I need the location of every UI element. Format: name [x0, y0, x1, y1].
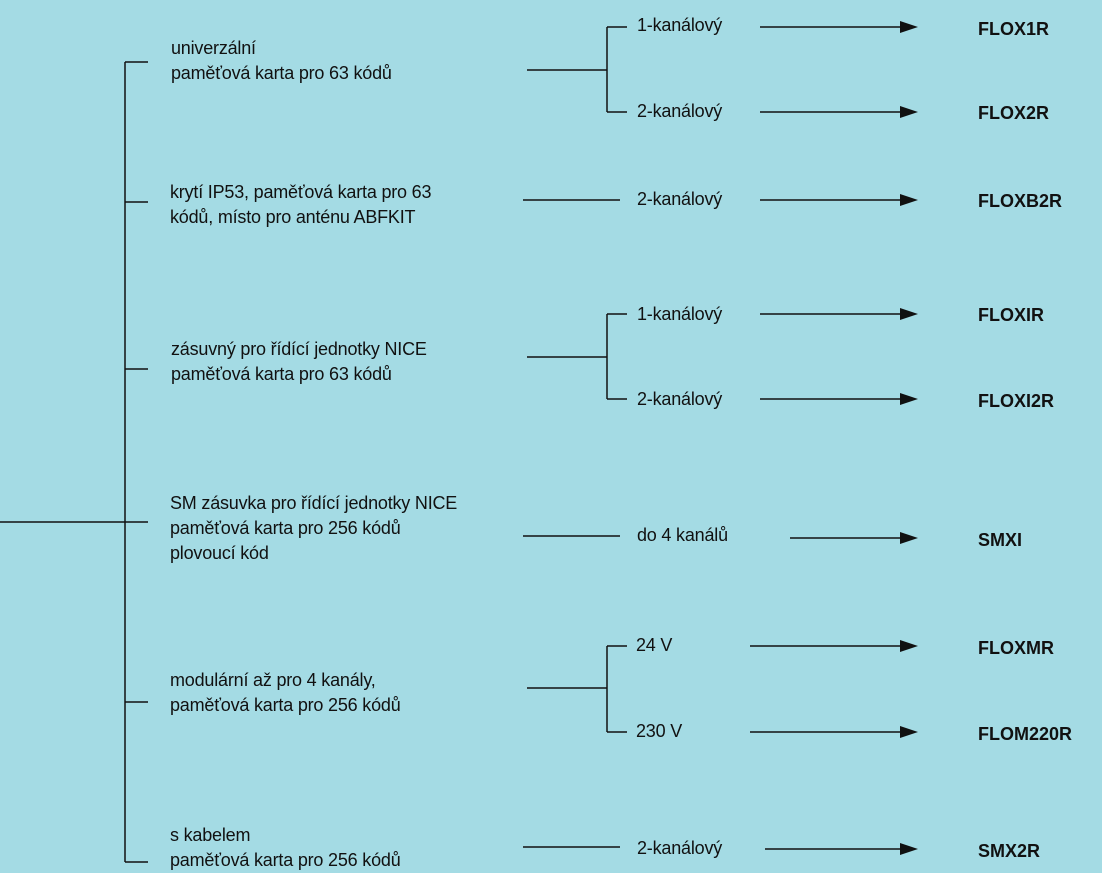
product-code: FLOXI2R: [978, 391, 1055, 411]
channel-label: 1-kanálový: [637, 304, 723, 324]
description-line: paměťová karta pro 63 kódů: [171, 364, 392, 384]
channel-label: 2-kanálový: [637, 838, 723, 858]
arrowhead: [900, 194, 918, 206]
arrowhead: [900, 726, 918, 738]
group-description: univerzální paměťová karta pro 63 kódů: [171, 36, 392, 86]
description-line: kódů, místo pro anténu ABFKIT: [170, 207, 416, 227]
description-line: paměťová karta pro 256 kódů: [170, 850, 401, 870]
description-line: s kabelem: [170, 825, 251, 845]
arrowhead: [900, 21, 918, 33]
channel-label: 2-kanálový: [637, 389, 723, 409]
arrowhead: [900, 640, 918, 652]
description-line: SM zásuvka pro řídící jednotky NICE: [170, 493, 458, 513]
product-code: FLOM220R: [978, 724, 1073, 744]
group-description: s kabelem paměťová karta pro 256 kódů: [170, 823, 401, 873]
description-line: paměťová karta pro 63 kódů: [171, 63, 392, 83]
channel-label: 24 V: [636, 635, 673, 655]
arrowhead: [900, 106, 918, 118]
description-line: paměťová karta pro 256 kódů: [170, 518, 401, 538]
group-description: krytí IP53, paměťová karta pro 63 kódů, …: [170, 180, 431, 230]
product-code: SMXI: [978, 530, 1023, 550]
description-line: univerzální: [171, 38, 256, 58]
product-code: SMX2R: [978, 841, 1041, 861]
arrowhead: [900, 393, 918, 405]
product-code: FLOXB2R: [978, 191, 1063, 211]
description-line: modulární až pro 4 kanály,: [170, 670, 376, 690]
product-code: FLOX1R: [978, 19, 1050, 39]
arrowhead: [900, 308, 918, 320]
description-line: zásuvný pro řídící jednotky NICE: [171, 339, 427, 359]
group-description: SM zásuvka pro řídící jednotky NICE pamě…: [170, 491, 457, 566]
channel-label: 1-kanálový: [637, 15, 723, 35]
description-line: krytí IP53, paměťová karta pro 63: [170, 182, 432, 202]
group-description: modulární až pro 4 kanály, paměťová kart…: [170, 668, 401, 718]
channel-label: do 4 kanálů: [637, 525, 728, 545]
description-line: paměťová karta pro 256 kódů: [170, 695, 401, 715]
channel-label: 2-kanálový: [637, 189, 723, 209]
product-code: FLOXMR: [978, 638, 1054, 658]
channel-label: 2-kanálový: [637, 101, 723, 121]
group-description: zásuvný pro řídící jednotky NICE paměťov…: [171, 337, 427, 387]
description-line: plovoucí kód: [170, 543, 269, 563]
product-code: FLOXIR: [978, 305, 1044, 325]
arrowhead: [900, 532, 918, 544]
product-code: FLOX2R: [978, 103, 1050, 123]
channel-label: 230 V: [636, 721, 683, 741]
arrowhead: [900, 843, 918, 855]
